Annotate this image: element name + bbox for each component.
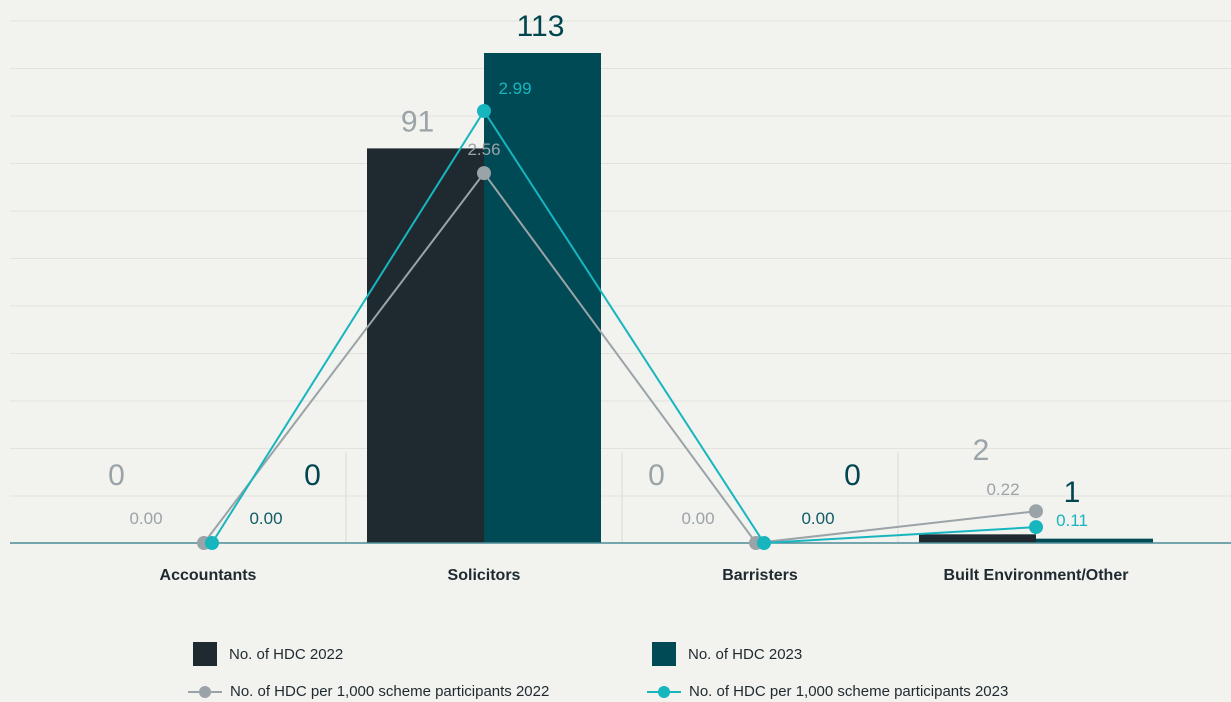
line-point [477,104,491,118]
x-tick-labels: Accountants Solicitors Barristers Built Env… [160,567,1129,584]
line-value-label: 0.00 [249,509,282,528]
x-tick-label: Barristers [722,567,798,584]
legend-label: No. of HDC per 1,000 scheme participants… [230,683,550,700]
legend-item-rate-2022: No. of HDC per 1,000 scheme participants… [188,683,549,700]
legend-marker-rate-2022 [188,685,222,698]
line-value-label: 0.22 [986,480,1019,499]
line-point [1029,520,1043,535]
line-point [205,536,219,550]
line-point [1029,504,1043,519]
legend-swatch-hdc-2023 [652,642,676,666]
legend-label: No. of HDC 2022 [229,645,344,663]
legend-label: No. of HDC per 1,000 scheme participants… [689,683,1009,700]
legend-swatch-hdc-2022 [193,642,217,666]
line-point [477,166,491,181]
bar-value-label: 0 [108,459,125,492]
bar-value-label: 2 [973,434,990,467]
gridlines [10,20,1231,497]
legend-marker-rate-2023 [647,685,681,698]
legend-item-rate-2023: No. of HDC per 1,000 scheme participants… [647,683,1008,700]
line-value-label: 2.56 [467,140,500,159]
x-tick-label: Built Environment/Other [944,567,1129,584]
bar-value-label: 0 [844,459,861,492]
bar-value-label: 113 [517,10,565,43]
lines [197,104,1043,550]
bar [484,53,601,543]
legend-item-hdc-2023: No. of HDC 2023 [652,642,802,666]
bar-value-labels: 0 91 0 2 0 113 0 1 [108,10,1080,509]
x-tick-label: Accountants [160,567,257,584]
bar-value-label: 0 [304,459,321,492]
bar-value-label: 91 [401,105,434,138]
legend-item-hdc-2022: No. of HDC 2022 [193,642,343,666]
bars [367,53,1153,543]
line-value-label: 0.00 [801,509,834,528]
line-value-label: 0.00 [129,509,162,528]
line-value-labels: 0.00 2.56 0.00 0.22 0.00 2.99 0.00 0.11 [129,79,1087,530]
bar [367,148,484,543]
bar [919,534,1036,543]
line-value-label: 0.00 [681,509,714,528]
series-line [203,171,1037,545]
x-tick-label: Solicitors [448,567,521,584]
line-value-label: 2.99 [498,79,531,98]
series-line [211,109,1037,545]
line-value-label: 0.11 [1056,511,1088,530]
line-point [757,536,771,550]
bar-value-label: 0 [648,459,665,492]
bar [1036,538,1153,543]
legend-label: No. of HDC 2023 [688,645,803,663]
bar-value-label: 1 [1064,476,1081,509]
